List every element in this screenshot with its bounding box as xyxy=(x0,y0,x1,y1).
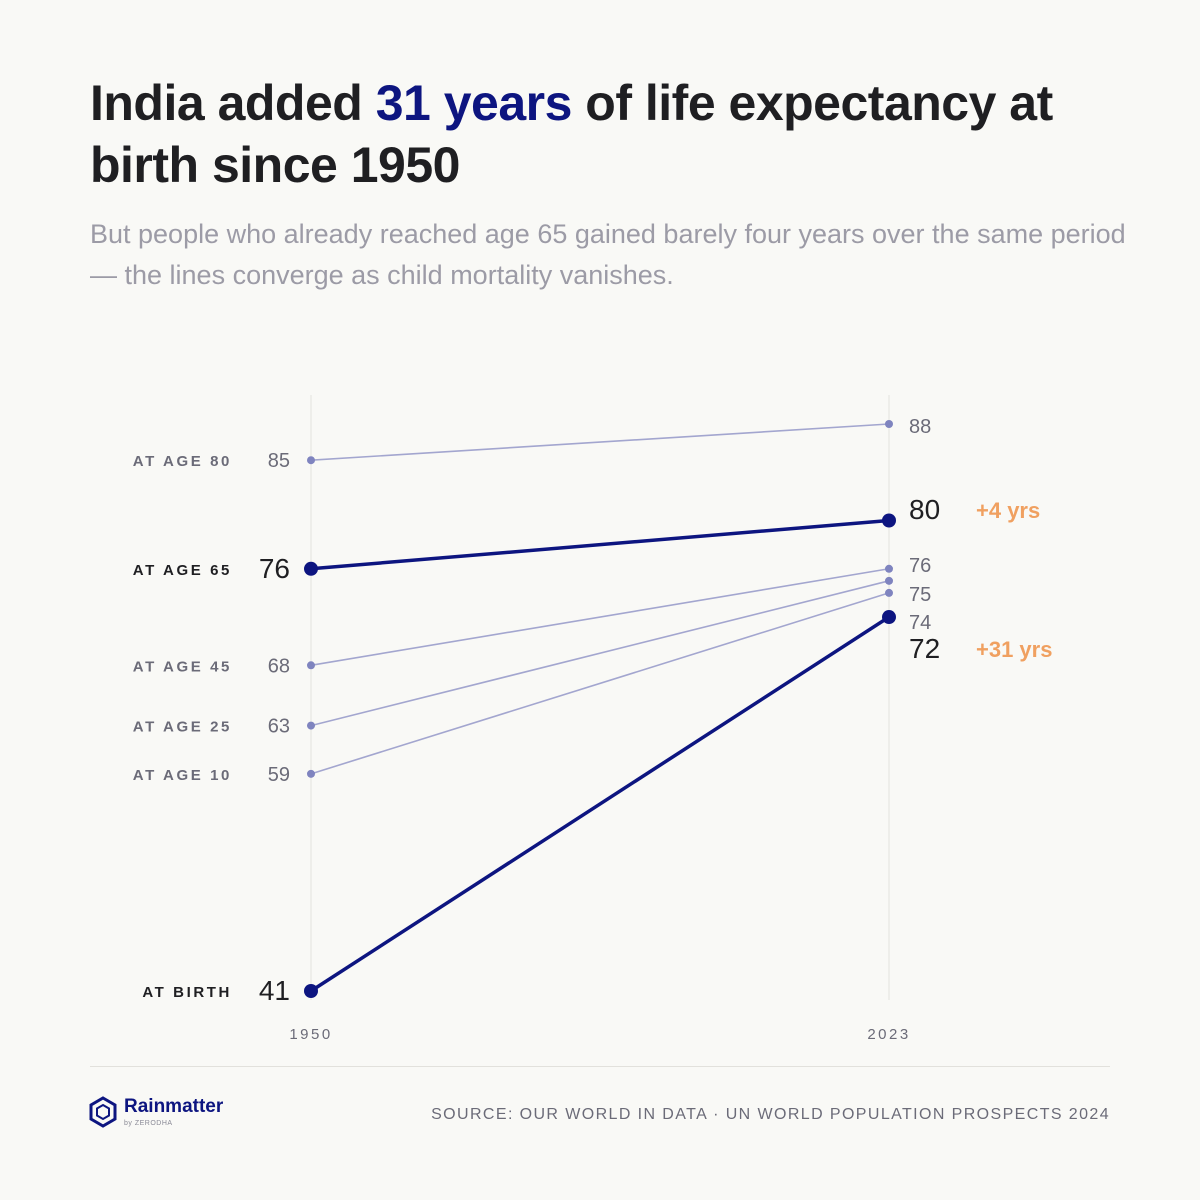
start-value-label: 68 xyxy=(268,655,290,677)
source-note: SOURCE: OUR WORLD IN DATA · UN WORLD POP… xyxy=(431,1106,1110,1123)
data-point-at-age-65 xyxy=(882,513,896,528)
series-line-at-birth xyxy=(310,615,890,993)
data-point-at-birth xyxy=(882,610,896,625)
brand-name: Rainmatter xyxy=(124,1096,224,1117)
title-highlight: 31 years xyxy=(375,75,573,131)
delta-label: +31 yrs xyxy=(976,637,1052,662)
slope-chart: 1950 2023 AT AGE 80 85 AT AGE 65 76 AT AGE 45 6… xyxy=(133,395,1052,1043)
end-value-label: 72 xyxy=(909,633,940,664)
title-lead: India added xyxy=(90,75,376,131)
series-line-at-age-25 xyxy=(310,580,890,727)
data-point-at-age-25 xyxy=(885,576,893,585)
start-value-label: 59 xyxy=(268,764,290,786)
footer-divider xyxy=(90,1066,1110,1067)
series-label: AT AGE 65 xyxy=(133,562,232,579)
series-line-at-age-80 xyxy=(310,423,890,461)
data-point-at-age-10 xyxy=(307,769,315,778)
end-value-label: 80 xyxy=(909,494,940,525)
delta-label: +4 yrs xyxy=(976,498,1040,523)
data-point-at-age-45 xyxy=(885,564,893,573)
data-point-at-age-45 xyxy=(307,661,315,670)
brand-byline: by ZERODHA xyxy=(124,1120,173,1127)
end-value-label: 88 xyxy=(909,416,931,438)
end-value-label: 74 xyxy=(909,612,931,634)
series-label: AT AGE 25 xyxy=(133,719,232,736)
page-subtitle: But people who already reached age 65 ga… xyxy=(90,219,1126,290)
series-line-at-age-45 xyxy=(310,567,890,667)
series-label: AT AGE 80 xyxy=(133,453,232,470)
start-value-label: 41 xyxy=(259,975,290,1006)
series-line-at-age-10 xyxy=(310,592,890,775)
series-label: AT AGE 45 xyxy=(133,658,232,675)
start-value-label: 76 xyxy=(259,553,290,584)
data-point-at-age-80 xyxy=(885,420,893,428)
series-label: AT AGE 10 xyxy=(133,767,232,784)
data-point-at-age-10 xyxy=(885,588,893,597)
x-tick-label: 2023 xyxy=(867,1026,910,1043)
start-value-label: 63 xyxy=(268,716,290,738)
end-value-label: 76 xyxy=(909,555,931,577)
start-value-label: 85 xyxy=(268,450,290,472)
series-label: AT BIRTH xyxy=(142,984,232,1001)
series-line-at-age-65 xyxy=(310,518,890,571)
data-point-at-age-65 xyxy=(304,561,318,576)
rainmatter-logo-icon xyxy=(89,1096,117,1128)
page-title: India added 31 years of life expectancy … xyxy=(90,72,1130,196)
data-point-at-age-80 xyxy=(307,456,315,465)
x-tick-label: 1950 xyxy=(289,1026,332,1043)
data-point-at-age-25 xyxy=(307,721,315,730)
data-point-at-birth xyxy=(304,984,318,998)
end-value-label: 75 xyxy=(909,584,931,606)
title-tail: of life expectancy at birth since 1950 xyxy=(90,75,1053,193)
